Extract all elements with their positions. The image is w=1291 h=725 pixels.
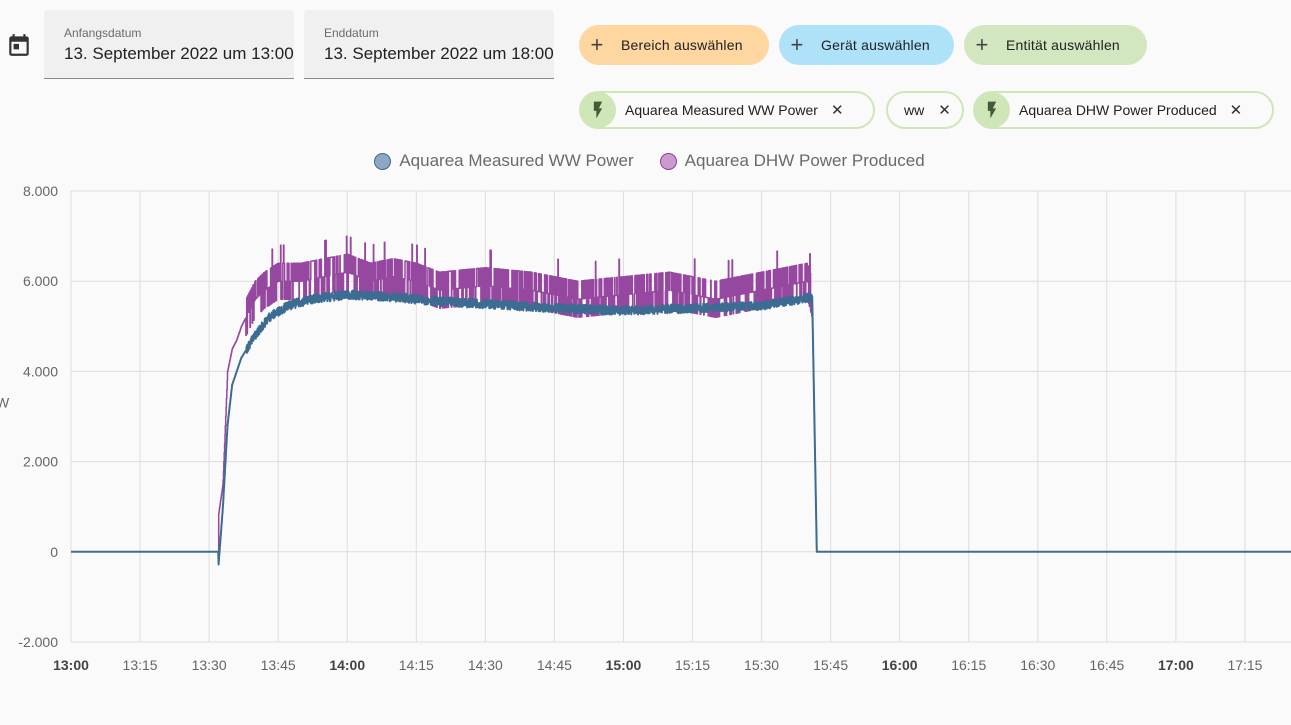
entity-chip-dhw-power[interactable]: Aquarea DHW Power Produced ✕ <box>973 91 1274 129</box>
end-date-value: 13. September 2022 um 18:00 <box>324 44 554 63</box>
flash-icon <box>580 92 616 128</box>
choose-entity-label: Entität auswählen <box>1006 37 1120 53</box>
plus-icon: + <box>790 32 804 57</box>
x-tick-label: 15:15 <box>675 657 710 673</box>
choose-entity-button[interactable]: + Entität auswählen <box>964 25 1147 65</box>
legend-swatch <box>374 152 392 170</box>
x-tick-label: 13:45 <box>261 657 296 673</box>
x-tick-label: 13:15 <box>123 657 158 673</box>
y-tick-label: 2.000 <box>23 454 58 470</box>
x-tick-label: 17:15 <box>1227 657 1262 673</box>
x-tick-label: 14:45 <box>537 657 572 673</box>
y-tick-label: 8.000 <box>23 183 58 199</box>
x-tick-label: 13:30 <box>192 657 227 673</box>
y-tick-label: 6.000 <box>23 273 58 289</box>
y-tick-label: 4.000 <box>23 363 58 379</box>
y-tick-label: 0 <box>50 544 58 560</box>
x-tick-label: 15:45 <box>813 657 848 673</box>
plus-icon: + <box>590 32 604 57</box>
x-tick-label: 16:30 <box>1020 657 1055 673</box>
end-date-label: Enddatum <box>324 26 379 40</box>
remove-chip-icon[interactable]: ✕ <box>938 102 951 119</box>
end-date-field[interactable]: Enddatum 13. September 2022 um 18:00 <box>304 10 554 79</box>
choose-area-button[interactable]: + Bereich auswählen <box>579 25 769 65</box>
flash-icon <box>974 92 1010 128</box>
remove-chip-icon[interactable]: ✕ <box>1229 102 1243 119</box>
legend-label: Aquarea DHW Power Produced <box>684 151 925 170</box>
y-tick-label: -2.000 <box>18 634 58 650</box>
entity-chip-ww-power[interactable]: Aquarea Measured WW Power ✕ <box>579 91 875 129</box>
chip-label: ww <box>904 102 925 118</box>
chip-label: Aquarea DHW Power Produced <box>1019 102 1217 118</box>
start-date-value: 13. September 2022 um 13:00 <box>64 44 294 63</box>
series-line-aquarea-dhw-power-produced <box>71 235 1291 553</box>
legend-label: Aquarea Measured WW Power <box>399 151 634 170</box>
start-date-field[interactable]: Anfangsdatum 13. September 2022 um 13:00 <box>44 10 294 79</box>
x-tick-label: 15:00 <box>606 657 642 673</box>
legend-item-dhw-power[interactable]: Aquarea DHW Power Produced <box>659 151 925 171</box>
calendar-icon[interactable] <box>6 31 32 59</box>
legend-swatch <box>659 152 677 170</box>
series-line-aquarea-measured-ww-power <box>71 289 1291 566</box>
history-chart[interactable]: 8.000 6.000 4.000 2.000 0 -2.000 13:00 13:15 13:… <box>0 180 1291 680</box>
choose-area-label: Bereich auswählen <box>621 37 743 53</box>
chip-label: Aquarea Measured WW Power <box>625 102 818 118</box>
x-tick-label: 16:00 <box>882 657 918 673</box>
x-tick-label: 14:15 <box>399 657 434 673</box>
x-tick-label: 16:15 <box>951 657 986 673</box>
x-tick-label: 14:00 <box>329 657 365 673</box>
x-tick-label: 15:30 <box>744 657 779 673</box>
plus-icon: + <box>975 32 989 57</box>
x-tick-label: 14:30 <box>468 657 503 673</box>
choose-device-button[interactable]: + Gerät auswählen <box>779 25 954 65</box>
x-tick-label: 16:45 <box>1089 657 1124 673</box>
legend-item-ww-power[interactable]: Aquarea Measured WW Power <box>374 151 634 171</box>
choose-device-label: Gerät auswählen <box>821 37 930 53</box>
x-tick-label: 17:00 <box>1158 657 1194 673</box>
start-date-label: Anfangsdatum <box>64 26 142 40</box>
chart-legend: Aquarea Measured WW Power Aquarea DHW Po… <box>0 151 1291 171</box>
label-chip-ww[interactable]: ww ✕ <box>886 91 964 129</box>
x-tick-label: 13:00 <box>53 657 89 673</box>
remove-chip-icon[interactable]: ✕ <box>830 102 844 119</box>
y-axis-label: W <box>0 394 10 410</box>
